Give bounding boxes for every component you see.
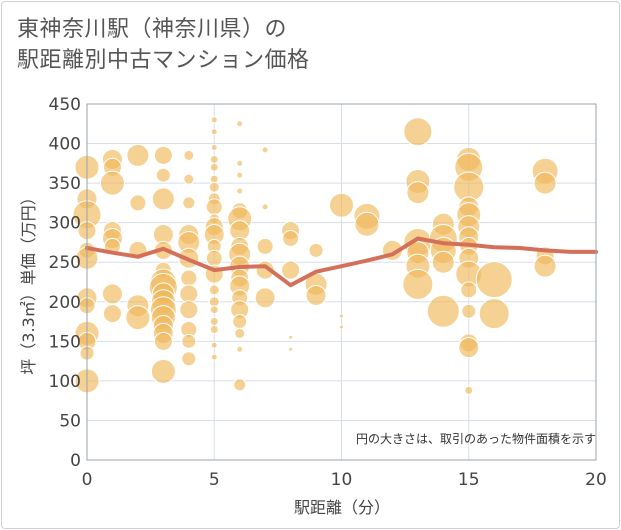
data-bubble <box>210 144 218 152</box>
data-bubble <box>426 294 460 328</box>
y-tick-label: 150 <box>49 332 81 352</box>
average-price-line <box>85 236 598 288</box>
data-bubble <box>210 128 218 136</box>
data-bubble <box>153 145 173 165</box>
data-bubble <box>181 333 197 349</box>
data-bubble <box>208 181 220 193</box>
x-tick-label: 5 <box>209 470 220 490</box>
size-note: 円の大きさは、取引のあった物件面積を示す <box>356 431 596 446</box>
data-bubble <box>236 120 244 128</box>
data-bubble <box>205 249 223 267</box>
data-bubble <box>209 324 219 334</box>
data-bubble <box>179 284 199 304</box>
data-bubble <box>254 287 276 309</box>
data-bubble <box>308 242 324 258</box>
data-bubble <box>354 211 380 237</box>
data-bubble <box>101 283 123 305</box>
y-tick-label: 200 <box>49 293 81 313</box>
data-bubble <box>102 304 122 324</box>
x-tick-label: 20 <box>585 470 607 490</box>
data-bubble <box>205 198 223 216</box>
data-bubble <box>288 346 294 352</box>
data-bubble <box>431 250 455 274</box>
data-bubble <box>458 337 480 359</box>
data-bubble <box>183 173 195 185</box>
data-bubble <box>151 187 175 211</box>
data-bubble <box>461 303 477 319</box>
data-bubble <box>281 260 301 280</box>
y-tick-label: 400 <box>49 135 81 155</box>
data-bubble <box>339 324 344 330</box>
data-bubble <box>339 313 344 319</box>
chart-title-line-1: 東神奈川駅（神奈川県）の <box>17 17 288 42</box>
data-bubble <box>464 385 474 395</box>
data-bubble <box>232 314 248 330</box>
data-bubble <box>209 317 219 327</box>
data-bubble <box>180 269 198 287</box>
data-bubble <box>236 345 244 353</box>
data-bubble <box>475 261 513 299</box>
x-tick-label: 15 <box>458 470 480 490</box>
data-bubble <box>403 117 433 147</box>
chart-title: 東神奈川駅（神奈川県）の 駅距離別中古マンション価格 <box>17 14 310 76</box>
axes: 0 50 100 150 200 250 300 350 400 450 0 5 10 15 20 <box>49 95 607 490</box>
x-tick-label: 0 <box>82 470 93 490</box>
y-tick-label: 0 <box>70 451 81 471</box>
data-bubble <box>208 284 220 296</box>
data-bubble <box>210 341 218 349</box>
data-bubble <box>209 162 219 172</box>
data-bubble <box>406 181 430 205</box>
data-bubble <box>256 237 274 255</box>
data-bubble <box>288 334 294 340</box>
trend-line-layer <box>85 236 598 288</box>
data-bubble <box>210 116 218 124</box>
x-tick-label: 10 <box>331 470 353 490</box>
chart-title-line-2: 駅距離別中古マンション価格 <box>17 48 310 73</box>
data-bubble <box>183 149 195 161</box>
data-bubble <box>210 353 218 361</box>
data-bubble <box>305 284 327 306</box>
y-tick-label: 100 <box>49 372 81 392</box>
data-bubble <box>282 229 300 247</box>
data-bubble <box>126 143 150 167</box>
data-bubble <box>99 170 125 196</box>
data-bubble <box>261 146 269 154</box>
y-tick-label: 250 <box>49 253 81 273</box>
data-bubble <box>209 154 219 164</box>
data-bubble <box>209 305 219 315</box>
data-bubble <box>402 268 434 300</box>
data-bubble <box>125 305 151 331</box>
data-bubble <box>460 281 478 299</box>
data-bubble <box>533 254 557 278</box>
data-bubble <box>236 159 244 167</box>
data-bubble <box>153 331 173 351</box>
y-tick-label: 350 <box>49 174 81 194</box>
data-bubble <box>478 298 510 330</box>
data-bubble <box>181 351 197 367</box>
data-bubble <box>236 187 244 195</box>
x-axis-label: 駅距離（分） <box>294 498 390 517</box>
data-bubble <box>234 327 246 339</box>
data-bubble <box>261 203 269 211</box>
plot-border <box>86 103 597 461</box>
y-tick-label: 50 <box>59 411 81 431</box>
data-bubble <box>150 358 176 384</box>
y-tick-label: 300 <box>49 214 81 234</box>
bubble-layer <box>72 116 559 395</box>
data-bubble <box>533 171 557 195</box>
data-bubble <box>182 196 196 210</box>
y-tick-label: 450 <box>49 95 81 115</box>
data-bubble <box>236 171 244 179</box>
data-bubble <box>155 167 171 183</box>
data-bubble <box>329 192 354 218</box>
data-bubble <box>233 378 247 392</box>
data-bubble <box>129 194 147 212</box>
y-axis-label: 坪（3.3㎡）単価（万円） <box>19 189 38 374</box>
data-bubble <box>179 300 199 320</box>
